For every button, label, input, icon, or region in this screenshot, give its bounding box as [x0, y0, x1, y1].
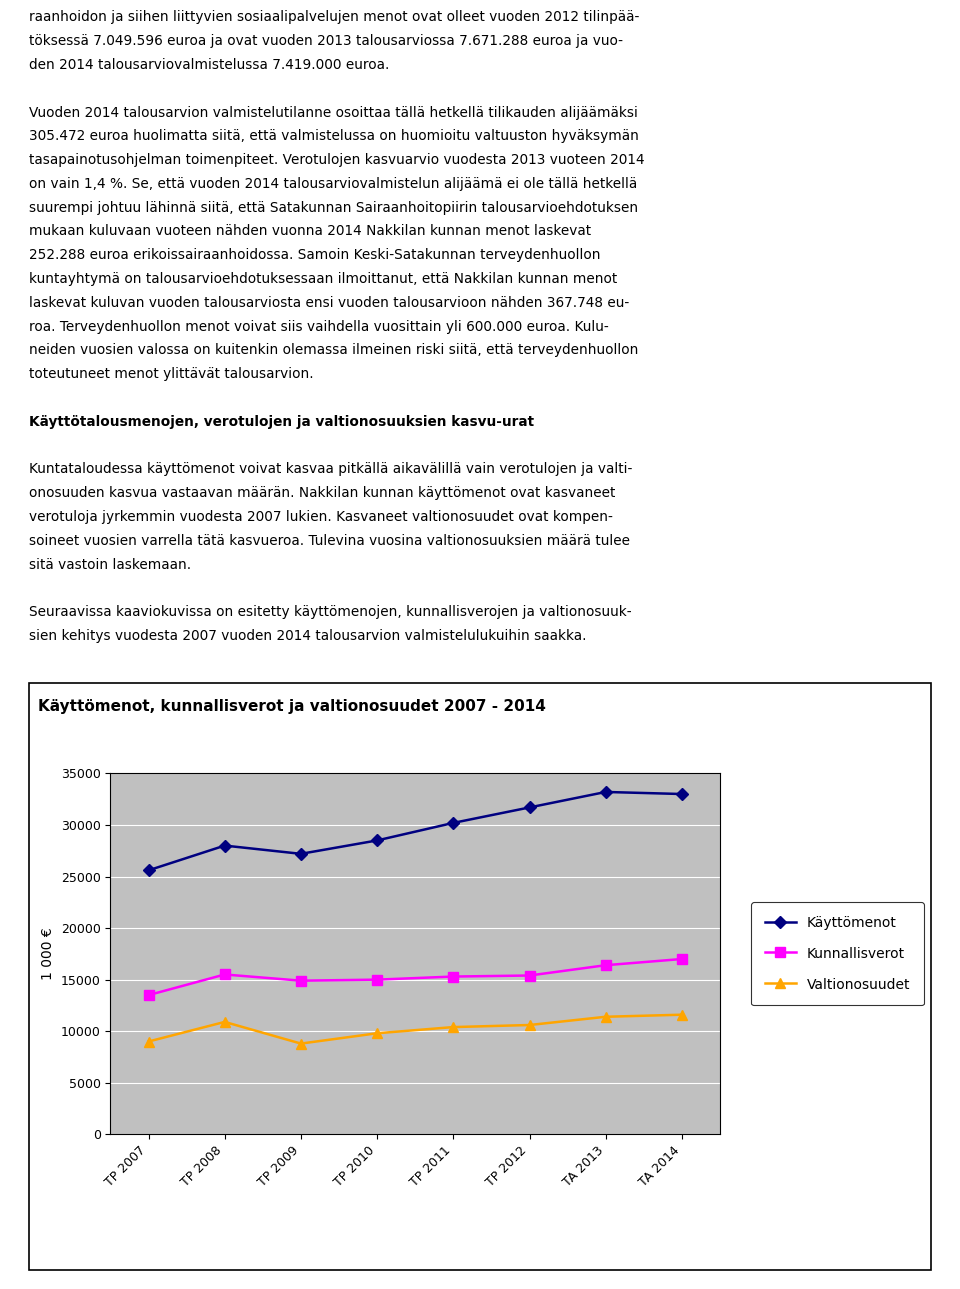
- Text: mukaan kuluvaan vuoteen nähden vuonna 2014 Nakkilan kunnan menot laskevat: mukaan kuluvaan vuoteen nähden vuonna 20…: [29, 224, 591, 238]
- Text: Seuraavissa kaaviokuvissa on esitetty käyttömenojen, kunnallisverojen ja valtion: Seuraavissa kaaviokuvissa on esitetty kä…: [29, 605, 632, 619]
- Text: tasapainotusohjelman toimenpiteet. Verotulojen kasvuarvio vuodesta 2013 vuoteen : tasapainotusohjelman toimenpiteet. Verot…: [29, 153, 644, 168]
- Text: Käyttömenot, kunnallisverot ja valtionosuudet 2007 - 2014: Käyttömenot, kunnallisverot ja valtionos…: [38, 699, 546, 714]
- Text: sitä vastoin laskemaan.: sitä vastoin laskemaan.: [29, 558, 191, 571]
- Text: Kuntataloudessa käyttömenot voivat kasvaa pitkällä aikavälillä vain verotulojen : Kuntataloudessa käyttömenot voivat kasva…: [29, 463, 633, 477]
- Text: töksessä 7.049.596 euroa ja ovat vuoden 2013 talousarviossa 7.671.288 euroa ja v: töksessä 7.049.596 euroa ja ovat vuoden …: [29, 34, 623, 48]
- Text: roa. Terveydenhuollon menot voivat siis vaihdella vuosittain yli 600.000 euroa. : roa. Terveydenhuollon menot voivat siis …: [29, 320, 609, 334]
- Text: 252.288 euroa erikoissairaanhoidossa. Samoin Keski-Satakunnan terveydenhuollon: 252.288 euroa erikoissairaanhoidossa. Sa…: [29, 249, 600, 262]
- Text: 305.472 euroa huolimatta siitä, että valmistelussa on huomioitu valtuuston hyväk: 305.472 euroa huolimatta siitä, että val…: [29, 129, 638, 143]
- Text: soineet vuosien varrella tätä kasvueroa. Tulevina vuosina valtionosuuksien määrä: soineet vuosien varrella tätä kasvueroa.…: [29, 534, 630, 548]
- Text: laskevat kuluvan vuoden talousarviosta ensi vuoden talousarvioon nähden 367.748 : laskevat kuluvan vuoden talousarviosta e…: [29, 296, 629, 309]
- Text: Käyttötalousmenojen, verotulojen ja valtionosuuksien kasvu-urat: Käyttötalousmenojen, verotulojen ja valt…: [29, 415, 534, 429]
- Text: verotuloja jyrkemmin vuodesta 2007 lukien. Kasvaneet valtionosuudet ovat kompen-: verotuloja jyrkemmin vuodesta 2007 lukie…: [29, 510, 612, 523]
- Text: onosuuden kasvua vastaavan määrän. Nakkilan kunnan käyttömenot ovat kasvaneet: onosuuden kasvua vastaavan määrän. Nakki…: [29, 486, 615, 500]
- Legend: Käyttömenot, Kunnallisverot, Valtionosuudet: Käyttömenot, Kunnallisverot, Valtionosuu…: [752, 902, 924, 1005]
- Text: kuntayhtymä on talousarvioehdotuksessaan ilmoittanut, että Nakkilan kunnan menot: kuntayhtymä on talousarvioehdotuksessaan…: [29, 272, 617, 286]
- Text: Vuoden 2014 talousarvion valmistelutilanne osoittaa tällä hetkellä tilikauden al: Vuoden 2014 talousarvion valmistelutilan…: [29, 106, 637, 120]
- Text: neiden vuosien valossa on kuitenkin olemassa ilmeinen riski siitä, että terveyde: neiden vuosien valossa on kuitenkin olem…: [29, 343, 638, 357]
- Text: sien kehitys vuodesta 2007 vuoden 2014 talousarvion valmistelulukuihin saakka.: sien kehitys vuodesta 2007 vuoden 2014 t…: [29, 629, 587, 643]
- Text: suurempi johtuu lähinnä siitä, että Satakunnan Sairaanhoitopiirin talousarvioehd: suurempi johtuu lähinnä siitä, että Sata…: [29, 201, 638, 215]
- Text: raanhoidon ja siihen liittyvien sosiaalipalvelujen menot ovat olleet vuoden 2012: raanhoidon ja siihen liittyvien sosiaali…: [29, 10, 639, 24]
- Text: den 2014 talousarviovalmistelussa 7.419.000 euroa.: den 2014 talousarviovalmistelussa 7.419.…: [29, 58, 389, 72]
- Y-axis label: 1 000 €: 1 000 €: [41, 928, 56, 980]
- Text: toteutuneet menot ylittävät talousarvion.: toteutuneet menot ylittävät talousarvi…: [29, 367, 313, 382]
- Text: on vain 1,4 %. Se, että vuoden 2014 talousarviovalmistelun alijäämä ei ole tällä: on vain 1,4 %. Se, että vuoden 2014 talo…: [29, 177, 637, 191]
